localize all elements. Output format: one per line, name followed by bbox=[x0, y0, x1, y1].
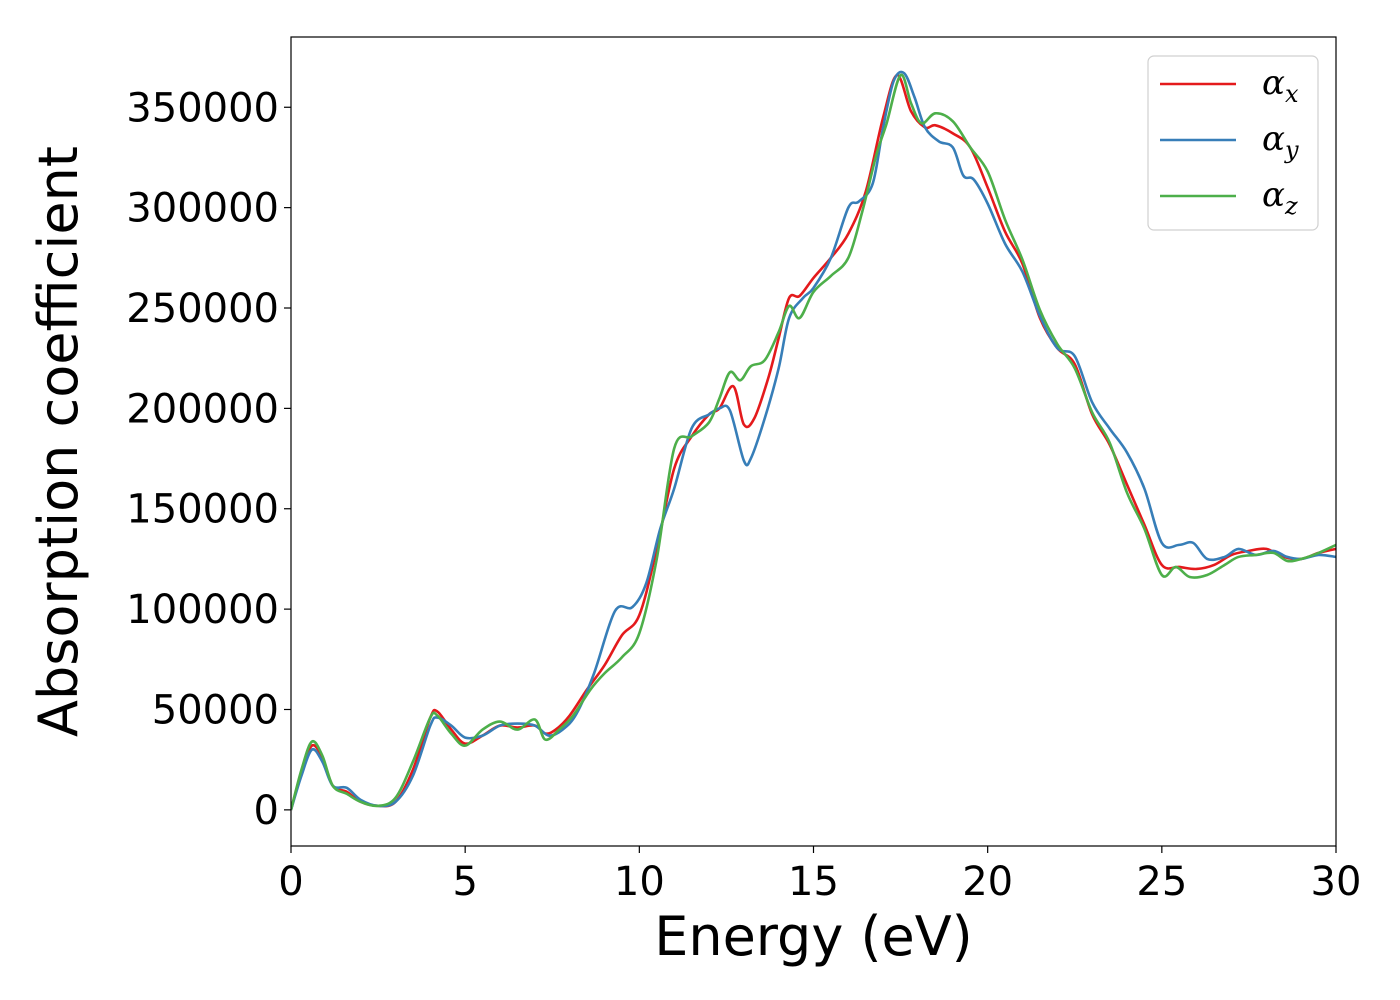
y-tick-label: 150000 bbox=[126, 487, 279, 533]
y-tick-label: 350000 bbox=[126, 85, 279, 131]
x-tick-label: 30 bbox=[1311, 859, 1362, 905]
x-tick-label: 5 bbox=[452, 859, 477, 905]
y-tick-label: 50000 bbox=[152, 687, 279, 733]
x-tick-label: 0 bbox=[278, 859, 303, 905]
x-tick-label: 15 bbox=[788, 859, 839, 905]
series-line-z bbox=[291, 73, 1336, 811]
y-tick-label: 200000 bbox=[126, 386, 279, 432]
y-tick-label: 250000 bbox=[126, 286, 279, 332]
series-layer bbox=[291, 70, 1336, 811]
x-tick-label: 25 bbox=[1136, 859, 1187, 905]
legend-box bbox=[1147, 55, 1319, 231]
y-tick-label: 0 bbox=[254, 788, 279, 834]
y-axis: 0 50000 100000 150000 200000 250000 300000 3500… bbox=[126, 85, 291, 834]
y-tick-label: 100000 bbox=[126, 587, 279, 633]
x-tick-label: 20 bbox=[962, 859, 1013, 905]
series-line-x bbox=[291, 73, 1336, 811]
x-axis-title: Energy (eV) bbox=[654, 905, 973, 968]
x-axis: 0 5 10 15 20 25 30 bbox=[278, 846, 1361, 905]
y-tick-label: 300000 bbox=[126, 186, 279, 232]
y-axis-title: Absorption coefficient bbox=[27, 146, 90, 737]
x-tick-label: 10 bbox=[614, 859, 665, 905]
series-line-y bbox=[291, 70, 1336, 811]
